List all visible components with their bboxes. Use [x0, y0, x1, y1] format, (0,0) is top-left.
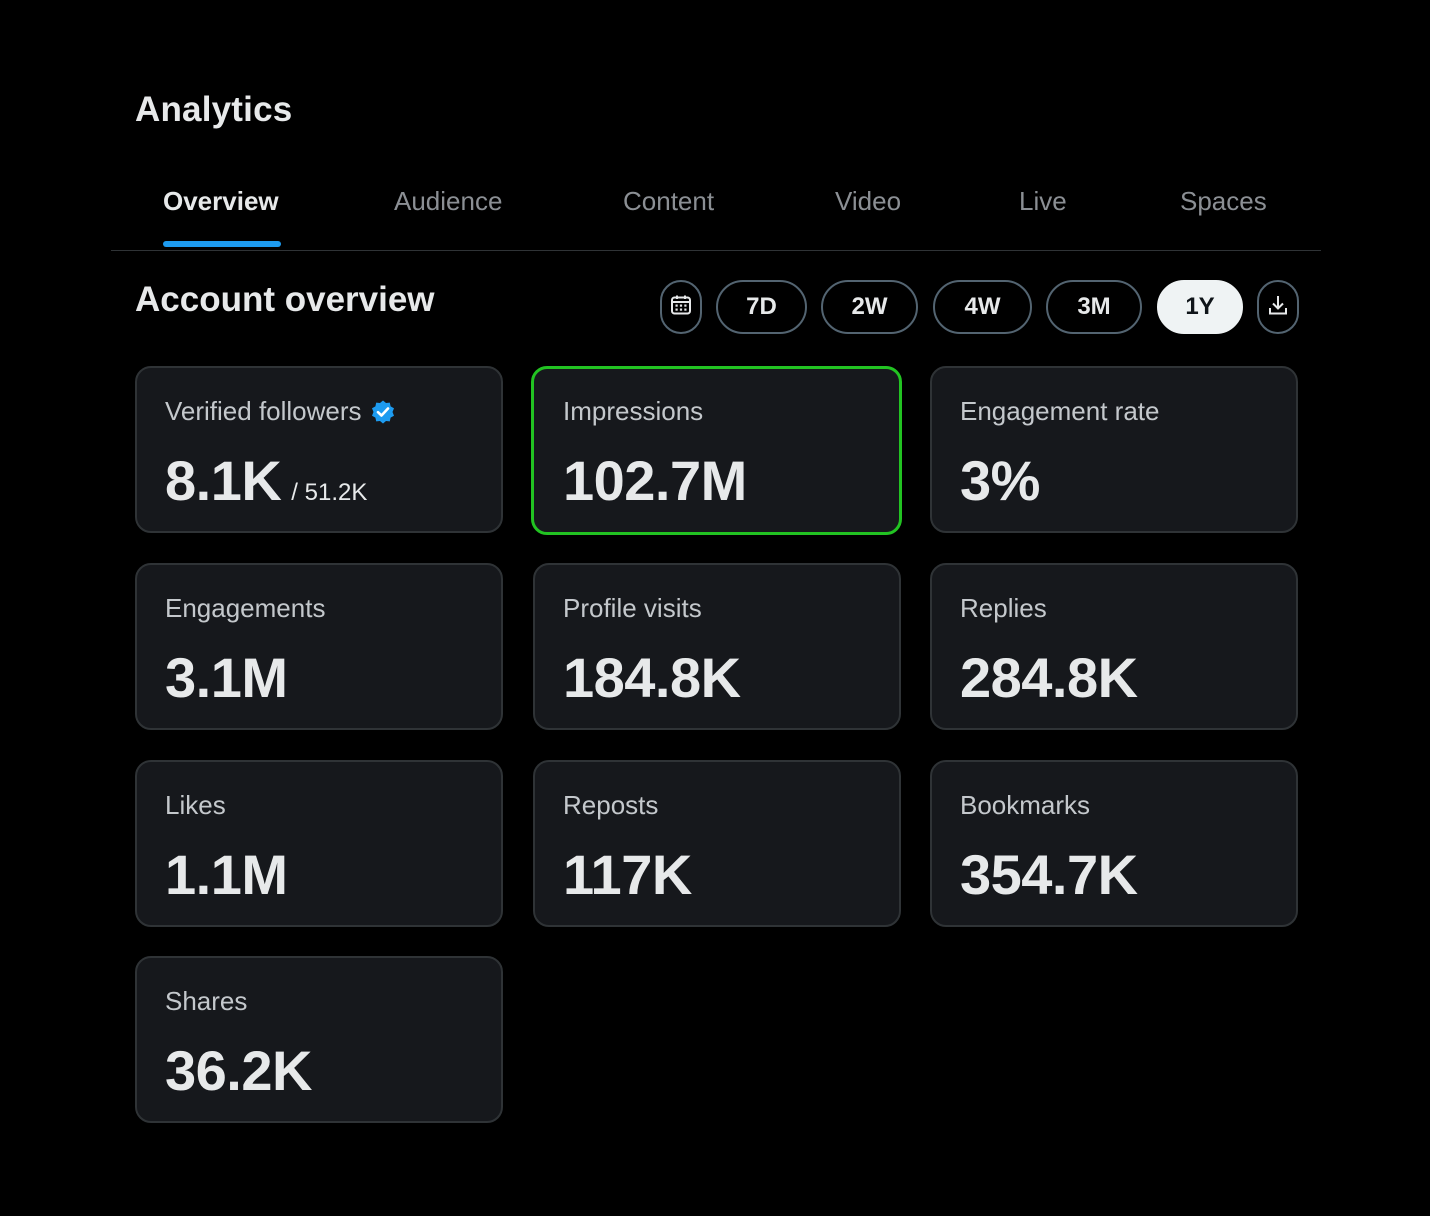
tab-overview[interactable]: Overview	[163, 186, 279, 216]
range-1y-button[interactable]: 1Y	[1157, 280, 1243, 334]
metric-label: Engagement rate	[960, 396, 1160, 426]
metric-card-impressions[interactable]: Impressions 102.7M	[531, 366, 902, 535]
metric-label: Shares	[165, 986, 248, 1016]
metric-label: Likes	[165, 790, 226, 820]
download-button[interactable]	[1257, 280, 1299, 334]
metric-label: Verified followers	[165, 396, 396, 427]
metric-value: 8.1K / 51.2K	[165, 448, 367, 513]
section-title: Account overview	[135, 280, 435, 319]
metric-card-engagements[interactable]: Engagements 3.1M	[135, 563, 503, 730]
metric-label: Engagements	[165, 593, 326, 623]
tab-content[interactable]: Content	[623, 186, 715, 216]
metric-label-text: Verified followers	[165, 396, 362, 426]
metric-label: Impressions	[563, 396, 704, 426]
download-icon	[1267, 294, 1289, 321]
metric-label: Reposts	[563, 790, 659, 820]
calendar-button[interactable]	[660, 280, 702, 334]
tab-bar: Overview Audience Content Video Live Spa…	[111, 170, 1321, 251]
metric-value: 36.2K	[165, 1039, 312, 1102]
metric-card-reposts[interactable]: Reposts 117K	[533, 760, 901, 927]
metric-card-replies[interactable]: Replies 284.8K	[930, 563, 1298, 730]
metric-total-followers: / 51.2K	[291, 479, 368, 506]
metric-value: 1.1M	[165, 843, 288, 906]
metric-card-likes[interactable]: Likes 1.1M	[135, 760, 503, 927]
page-title: Analytics	[135, 90, 293, 129]
calendar-icon	[670, 294, 692, 321]
metric-card-shares[interactable]: Shares 36.2K	[135, 956, 503, 1123]
metric-label: Profile visits	[563, 593, 702, 623]
range-3m-button[interactable]: 3M	[1046, 280, 1142, 334]
metric-card-engagement-rate[interactable]: Engagement rate 3%	[930, 366, 1298, 533]
metric-card-bookmarks[interactable]: Bookmarks 354.7K	[930, 760, 1298, 927]
tab-spaces[interactable]: Spaces	[1180, 186, 1267, 216]
tab-audience[interactable]: Audience	[394, 186, 503, 216]
metric-value: 3.1M	[165, 646, 288, 709]
metric-value: 184.8K	[563, 646, 741, 709]
metric-value-text: 8.1K	[165, 449, 282, 512]
range-4w-button[interactable]: 4W	[933, 280, 1032, 334]
range-7d-button[interactable]: 7D	[716, 280, 807, 334]
metric-label: Replies	[960, 593, 1047, 623]
metric-value: 284.8K	[960, 646, 1138, 709]
active-tab-indicator	[163, 241, 281, 247]
metric-card-profile-visits[interactable]: Profile visits 184.8K	[533, 563, 901, 730]
range-2w-button[interactable]: 2W	[821, 280, 918, 334]
tab-live[interactable]: Live	[1019, 186, 1067, 216]
metric-label: Bookmarks	[960, 790, 1091, 820]
metric-value: 354.7K	[960, 843, 1138, 906]
verified-badge-icon	[370, 399, 396, 425]
tab-video[interactable]: Video	[835, 186, 902, 216]
metric-card-verified-followers[interactable]: Verified followers 8.1K / 51.2K	[135, 366, 503, 533]
metric-value: 3%	[960, 449, 1040, 512]
metric-value: 102.7M	[563, 449, 747, 512]
metric-value: 117K	[563, 843, 692, 906]
